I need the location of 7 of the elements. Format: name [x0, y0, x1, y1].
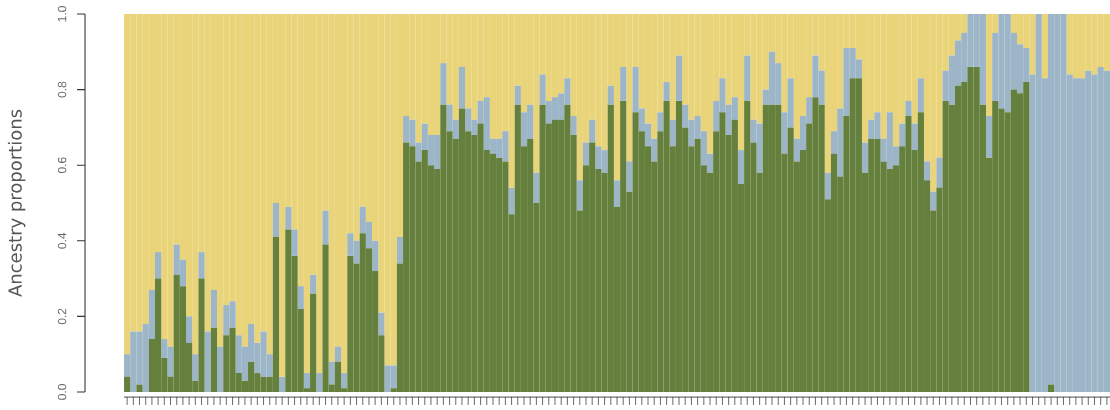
y-tick-label: 0.6	[57, 157, 67, 174]
y-axis-title: Ancestry proportions	[7, 109, 26, 297]
y-tick-label: 0.2	[57, 308, 67, 325]
y-tick-label: 0.0	[57, 384, 67, 400]
y-tick-label: 1.0	[57, 6, 67, 22]
y-tick-label: 0.8	[57, 81, 67, 98]
y-tick-label: 0.4	[57, 232, 67, 249]
